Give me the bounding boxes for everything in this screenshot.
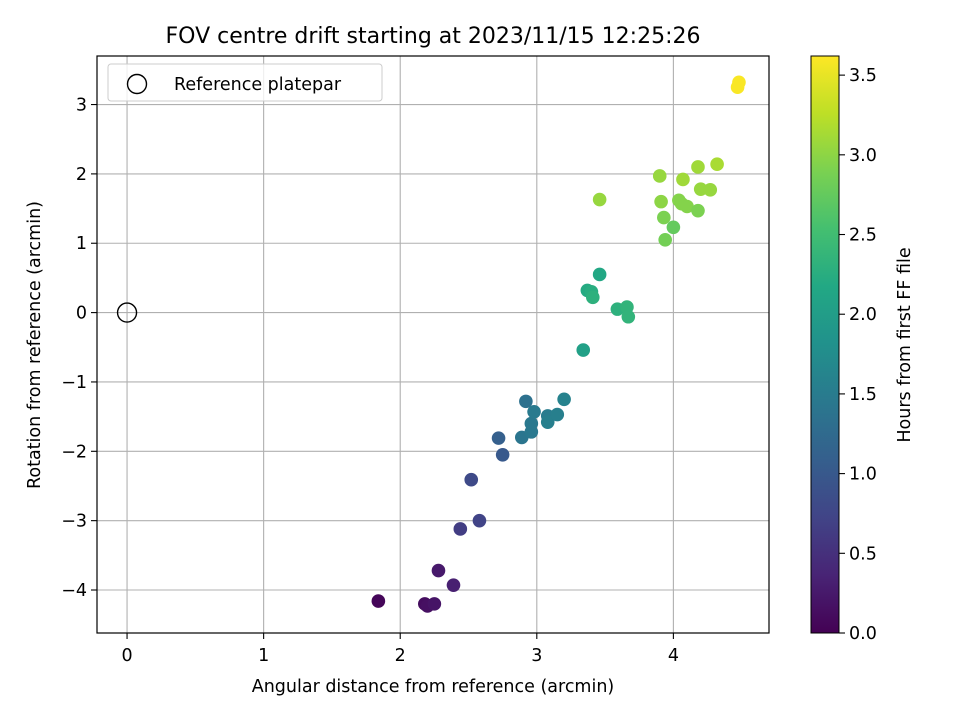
data-point (550, 407, 565, 422)
colorbar-label: Hours from first FF file (895, 247, 915, 442)
data-point (472, 513, 487, 528)
x-axis-label: Angular distance from reference (arcmin) (252, 677, 615, 697)
data-point (431, 563, 446, 578)
y-axis-label: Rotation from reference (arcmin) (25, 201, 45, 489)
data-point (657, 210, 671, 225)
reference-platepar-marker (116, 302, 138, 323)
data-point (491, 431, 506, 445)
data-point (519, 394, 533, 409)
y-tick-label: 1 (76, 234, 87, 254)
colorbar-tick-label: 2.0 (849, 305, 877, 325)
colorbar: 0.0 0.5 1.0 1.5 2.0 2.5 3.0 3.5 Hours from firs… (810, 55, 915, 644)
colorbar-tick-label: 1.0 (849, 465, 877, 485)
data-point (654, 194, 668, 209)
data-point (540, 415, 555, 429)
y-tick-label: −1 (61, 373, 87, 393)
data-point (453, 522, 468, 536)
data-point (666, 220, 681, 235)
x-tick-label: 2 (395, 646, 406, 666)
legend-marker-reference (126, 73, 148, 95)
colorbar-tick-label: 3.5 (849, 66, 877, 86)
data-point (691, 160, 705, 174)
y-tick-label: 0 (76, 304, 87, 324)
data-point (464, 472, 479, 487)
data-point (703, 183, 718, 197)
colorbar-ticks: 0.0 0.5 1.0 1.5 2.0 2.5 3.0 3.5 (839, 66, 877, 644)
data-point (586, 290, 600, 305)
data-point (592, 192, 607, 207)
data-point (592, 267, 607, 282)
x-tick-label: 4 (668, 646, 679, 666)
data-point (557, 392, 571, 407)
x-tick-label: 0 (121, 646, 132, 666)
colorbar-tick-label: 1.5 (849, 385, 877, 405)
data-point (446, 578, 461, 592)
x-tick-label: 1 (258, 646, 269, 666)
plot-area-frame (96, 55, 770, 634)
data-point (371, 594, 386, 608)
colorbar-tick-label: 0.0 (849, 624, 877, 644)
data-point (680, 199, 694, 214)
x-axis-ticks: 0 1 2 3 4 (121, 633, 679, 666)
y-tick-label: −3 (61, 512, 87, 532)
data-point (676, 172, 690, 187)
reference-marker-group (116, 302, 138, 323)
y-tick-label: 3 (76, 96, 87, 116)
colorbar-tick-label: 3.0 (849, 146, 877, 166)
y-axis-ticks: −4 −3 −2 −1 0 1 2 3 (61, 96, 97, 601)
data-point (621, 309, 636, 324)
data-points (371, 75, 746, 613)
colorbar-tick-label: 0.5 (849, 544, 877, 564)
data-point (658, 232, 672, 247)
data-point (495, 447, 510, 462)
x-tick-label: 3 (531, 646, 542, 666)
data-point (576, 343, 591, 357)
chart-title: FOV centre drift starting at 2023/11/15 … (166, 24, 701, 49)
legend-box (107, 63, 383, 102)
colorbar-tick-label: 2.5 (849, 226, 877, 246)
y-tick-label: −2 (61, 442, 87, 462)
y-tick-label: −4 (61, 581, 87, 601)
data-point (524, 416, 539, 431)
data-point (732, 75, 746, 90)
data-point (427, 597, 442, 611)
legend: Reference platepar (107, 63, 383, 102)
colorbar-gradient (810, 55, 840, 634)
grid-lines (97, 56, 769, 633)
legend-label-reference: Reference platepar (174, 75, 342, 95)
data-point (691, 203, 705, 218)
y-tick-label: 2 (76, 165, 87, 185)
data-point (527, 404, 541, 419)
data-point (652, 169, 667, 183)
data-point (710, 157, 724, 171)
